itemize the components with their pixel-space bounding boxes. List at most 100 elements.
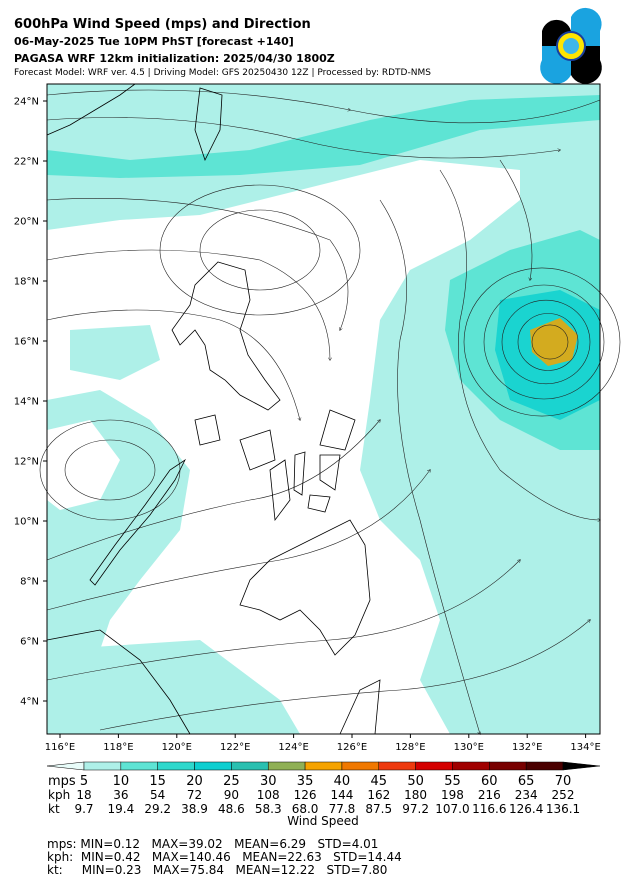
vortex-streamline [517, 313, 579, 371]
colorbar-tip [562, 761, 601, 771]
colorbar-segment [452, 761, 490, 771]
colorbar-segment [231, 761, 269, 771]
colorbar-label: 20 [186, 774, 203, 789]
unit-label: mps [48, 774, 76, 789]
colorbar-title: Wind Speed [287, 814, 359, 828]
colorbar-segment [83, 761, 122, 771]
colorbar-label: 126 [294, 788, 317, 802]
lat-label: 14°N [14, 397, 39, 408]
unit-label: kph [48, 788, 70, 802]
unit-label: kt [48, 802, 60, 816]
colorbar-label: 234 [515, 788, 538, 802]
colorbar-label: 38.9 [181, 802, 208, 816]
colorbar-label: 9.7 [74, 802, 93, 816]
logo [540, 7, 602, 84]
colorbar-label: 5 [80, 774, 88, 789]
colorbar-label: 50 [407, 774, 424, 789]
colorbar-label: 30 [260, 774, 277, 789]
init: PAGASA WRF 12km initialization: 2025/04/… [14, 52, 335, 65]
lon-label: 128°E [395, 742, 425, 753]
lat-label: 16°N [14, 337, 39, 348]
vortex-streamline [483, 284, 605, 400]
colorbar-label: 54 [150, 788, 165, 802]
lat-label: 8°N [20, 577, 39, 588]
lat-label: 10°N [14, 517, 39, 528]
axes: 24°N 22°N 20°N 18°N 16°N 14°N 12°N 10°N 8°N 6°N 4°… [14, 97, 601, 754]
colorbar-label: 45 [370, 774, 387, 789]
colorbar-segment [378, 761, 416, 771]
colorbar-label: 55 [444, 774, 461, 789]
vortex-streamline [501, 299, 591, 385]
colorbar-label: 77.8 [329, 802, 356, 816]
wind-shading [47, 84, 600, 734]
title: 600hPa Wind Speed (mps) and Direction [14, 17, 311, 32]
colorbar-label: 40 [334, 774, 351, 789]
colorbar-label: 126.4 [509, 802, 543, 816]
colorbar-label: 116.6 [472, 802, 506, 816]
colorbar-label: 107.0 [435, 802, 469, 816]
colorbar-label: 15 [149, 774, 166, 789]
colorbar-segment [304, 761, 343, 771]
colorbar-label: 72 [187, 788, 202, 802]
lat-label: 18°N [14, 277, 39, 288]
lon-label: 130°E [454, 742, 484, 753]
colorbar-label: 36 [113, 788, 128, 802]
colorbar-label: 70 [555, 774, 572, 789]
stats-line: kt: MIN=0.23 MAX=75.84 MEAN=12.22 STD=7.… [47, 863, 387, 877]
colorbar-segment [489, 761, 527, 771]
colorbar-segment [157, 761, 195, 771]
colorbar-label: 90 [224, 788, 239, 802]
lon-label: 122°E [220, 742, 250, 753]
coastlines [46, 83, 381, 735]
colorbar-label: 198 [441, 788, 464, 802]
colorbar-label: 87.5 [365, 802, 392, 816]
colorbar-segment [341, 761, 380, 771]
colorbar-label: 60 [481, 774, 498, 789]
stats-line: mps: MIN=0.12 MAX=39.02 MEAN=6.29 STD=4.… [47, 837, 378, 851]
colorbar-label: 19.4 [107, 802, 134, 816]
lon-label: 118°E [103, 742, 133, 753]
colorbar-label: 10 [113, 774, 130, 789]
colorbar-label: 108 [257, 788, 280, 802]
colorbar-label: 25 [223, 774, 240, 789]
vortex-streamline [531, 324, 569, 360]
lon-label: 132°E [512, 742, 542, 753]
colorbar-label: 29.2 [144, 802, 171, 816]
map [39, 83, 621, 735]
lat-label: 24°N [14, 97, 39, 108]
colorbar-label: 136.1 [546, 802, 580, 816]
lat-label: 22°N [14, 157, 39, 168]
colorbar-segment [525, 761, 564, 771]
lat-label: 12°N [14, 457, 39, 468]
subtitle: 06-May-2025 Tue 10PM PhST [forecast +140… [14, 35, 294, 48]
vortex-streamline [463, 267, 621, 417]
colorbar-label: 144 [330, 788, 353, 802]
stats-line: kph: MIN=0.42 MAX=140.46 MEAN=22.63 STD=… [47, 850, 402, 864]
streamlines [39, 89, 621, 734]
colorbar-label: 97.2 [402, 802, 429, 816]
colorbar: mps 5 10 15 20 25 30 35 40 45 50 55 60 65 70 kph 18 36 54 7… [46, 761, 601, 816]
colorbar-segment [194, 761, 232, 771]
colorbar-label: 35 [297, 774, 314, 789]
colorbar-label: 18 [76, 788, 91, 802]
lat-label: 20°N [14, 217, 39, 228]
lon-label: 126°E [337, 742, 367, 753]
colorbar-segment [267, 761, 306, 771]
stats: mps: MIN=0.12 MAX=39.02 MEAN=6.29 STD=4.… [47, 837, 402, 877]
lat-label: 4°N [20, 697, 39, 708]
lon-label: 116°E [45, 742, 75, 753]
colorbar-label: 48.6 [218, 802, 245, 816]
colorbar-tip [46, 761, 85, 771]
lon-label: 134°E [570, 742, 600, 753]
colorbar-label: 162 [367, 788, 390, 802]
colorbar-label: 68.0 [292, 802, 319, 816]
colorbar-label: 65 [518, 774, 535, 789]
colorbar-label: 252 [552, 788, 575, 802]
colorbar-label: 216 [478, 788, 501, 802]
lon-label: 124°E [278, 742, 308, 753]
colorbar-label: 180 [404, 788, 427, 802]
colorbar-label: 58.3 [255, 802, 282, 816]
colorbar-segment [120, 761, 158, 771]
lon-label: 120°E [162, 742, 192, 753]
